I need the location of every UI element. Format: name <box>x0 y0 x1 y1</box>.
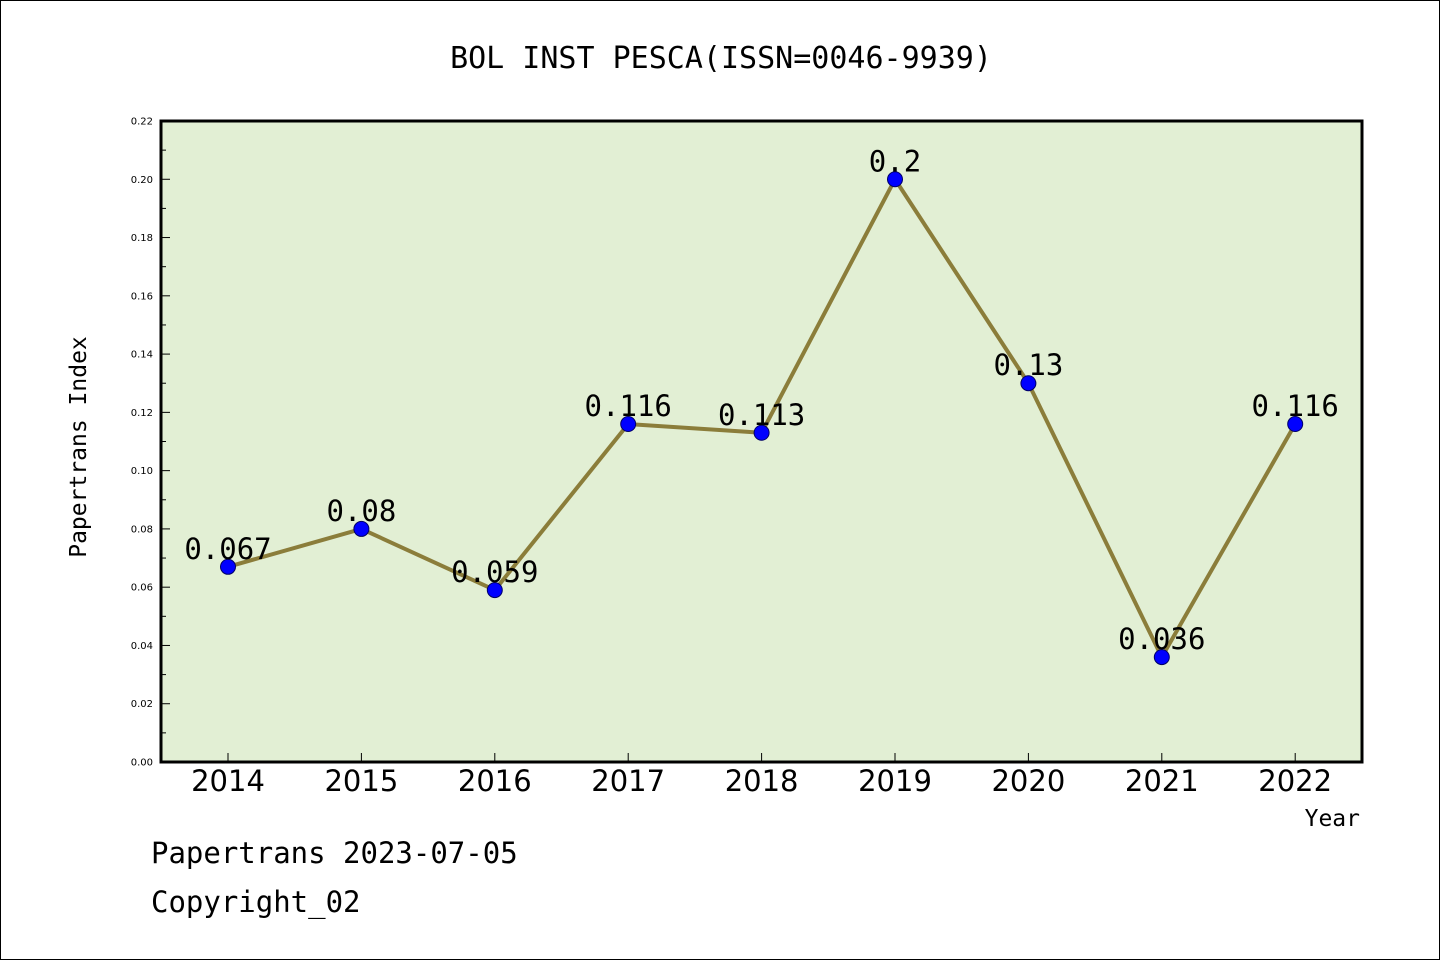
y-tick-label: 0.06 <box>131 583 153 594</box>
data-point <box>486 582 503 599</box>
data-label: 0.116 <box>1252 389 1339 423</box>
x-tick-label: 2019 <box>858 764 932 798</box>
x-tick-label: 2017 <box>591 764 665 798</box>
x-tick-label: 2014 <box>191 764 265 798</box>
y-tick-label: 0.20 <box>131 175 153 186</box>
x-tick-label: 2018 <box>725 764 799 798</box>
data-label: 0.113 <box>718 398 805 432</box>
data-point <box>353 520 370 537</box>
data-label: 0.116 <box>585 389 672 423</box>
chart-title: BOL INST PESCA(ISSN=0046-9939) <box>450 41 992 76</box>
x-tick-label: 2022 <box>1258 764 1332 798</box>
data-point <box>220 558 236 575</box>
data-point <box>620 416 637 433</box>
y-axis-label: Papertrans Index <box>66 336 92 558</box>
data-label: 0.08 <box>326 494 396 528</box>
data-label: 0.13 <box>993 348 1063 382</box>
data-label: 0.036 <box>1118 622 1205 656</box>
y-tick-label: 0.08 <box>131 524 153 535</box>
data-point <box>887 171 903 188</box>
data-point <box>1020 375 1037 392</box>
y-tick-label: 0.14 <box>131 350 153 361</box>
y-tick-label: 0.04 <box>131 641 153 652</box>
x-axis-label: Year <box>1305 806 1360 832</box>
x-tick-label: 2016 <box>458 764 532 798</box>
plot-border <box>159 119 1364 764</box>
data-point <box>1153 649 1170 666</box>
y-tick-label: 0.02 <box>131 699 153 710</box>
y-tick-label: 0.18 <box>131 233 153 244</box>
data-point <box>1287 416 1304 433</box>
data-label: 0.2 <box>869 144 921 178</box>
y-tick-label: 0.12 <box>131 408 153 419</box>
data-point <box>753 424 770 441</box>
data-label: 0.067 <box>184 532 271 566</box>
plot-area <box>161 121 1362 762</box>
y-tick-label: 0.10 <box>131 466 153 477</box>
x-tick-label: 2020 <box>991 764 1065 798</box>
data-label: 0.059 <box>451 555 538 589</box>
x-tick-label: 2021 <box>1125 764 1199 798</box>
y-tick-label: 0.00 <box>131 758 153 769</box>
y-tick-label: 0.16 <box>131 291 153 302</box>
footer-source-line: Papertrans 2023-07-05 <box>151 836 518 870</box>
footer-copyright-line: Copyright_02 <box>151 885 361 919</box>
y-tick-label: 0.22 <box>131 117 153 128</box>
x-tick-label: 2015 <box>324 764 398 798</box>
